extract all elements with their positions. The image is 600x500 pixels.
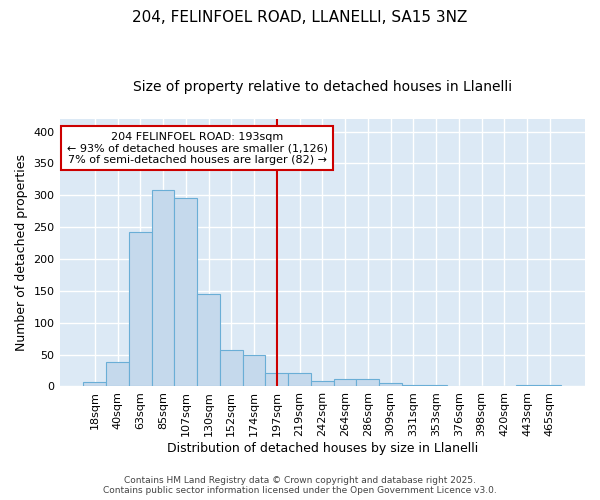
Title: Size of property relative to detached houses in Llanelli: Size of property relative to detached ho… [133, 80, 512, 94]
X-axis label: Distribution of detached houses by size in Llanelli: Distribution of detached houses by size … [167, 442, 478, 455]
Bar [265, 373, 288, 386]
Text: 204, FELINFOEL ROAD, LLANELLI, SA15 3NZ: 204, FELINFOEL ROAD, LLANELLI, SA15 3NZ [133, 10, 467, 25]
Bar [538, 384, 561, 386]
Bar [152, 190, 175, 386]
Bar [402, 384, 425, 386]
Bar [242, 354, 265, 386]
Bar [425, 384, 448, 386]
Y-axis label: Number of detached properties: Number of detached properties [15, 154, 28, 351]
Bar [334, 379, 356, 386]
Bar [220, 350, 242, 387]
Bar [379, 384, 402, 386]
Bar [175, 198, 197, 386]
Text: 204 FELINFOEL ROAD: 193sqm
← 93% of detached houses are smaller (1,126)
7% of se: 204 FELINFOEL ROAD: 193sqm ← 93% of deta… [67, 132, 328, 164]
Text: Contains HM Land Registry data © Crown copyright and database right 2025.
Contai: Contains HM Land Registry data © Crown c… [103, 476, 497, 495]
Bar [288, 373, 311, 386]
Bar [106, 362, 129, 386]
Bar [515, 384, 538, 386]
Bar [129, 232, 152, 386]
Bar [197, 294, 220, 386]
Bar [83, 382, 106, 386]
Bar [311, 380, 334, 386]
Bar [356, 379, 379, 386]
